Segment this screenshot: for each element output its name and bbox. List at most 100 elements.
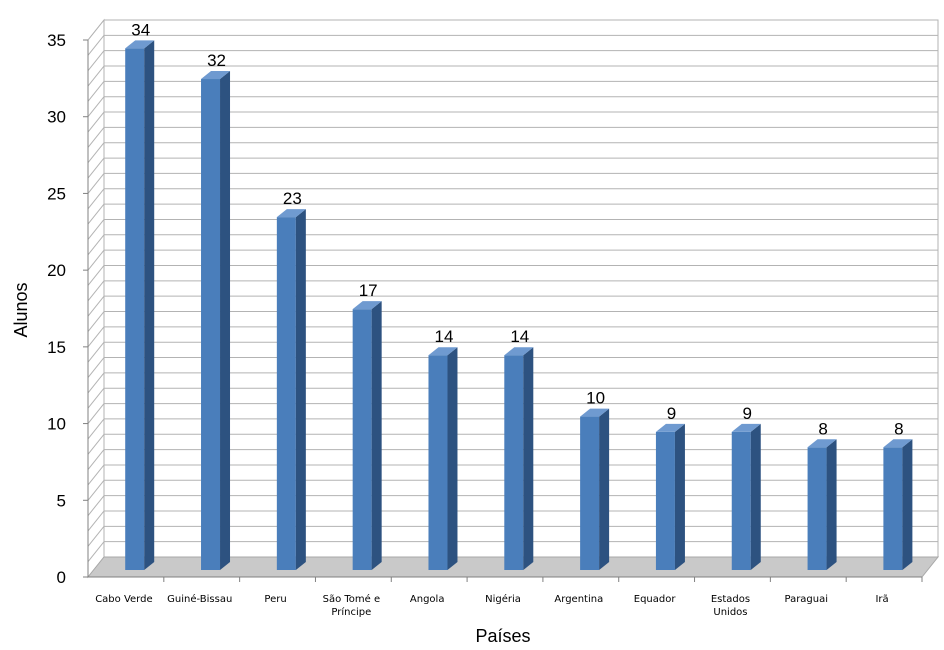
bar-front (580, 416, 600, 570)
y-tick-label: 25 (47, 184, 66, 203)
gridline-side (87, 357, 105, 378)
bar-top (276, 209, 306, 218)
bar-side (447, 347, 458, 570)
x-tick-label-line: Estados (711, 594, 750, 605)
y-tick-label: 30 (47, 108, 66, 127)
y-axis-title: Alunos (11, 282, 31, 337)
data-label: 14 (435, 327, 454, 346)
gridline-side (87, 479, 105, 501)
gridline-side (87, 203, 105, 225)
x-tick-label: Paraguai (784, 594, 828, 605)
data-label: 8 (894, 419, 903, 438)
gridline-side (87, 526, 105, 547)
gridline-side (87, 111, 105, 133)
gridline-side (87, 96, 105, 118)
x-tick-label: Guiné-Bissau (167, 593, 232, 605)
gridline-side (87, 35, 105, 56)
bar-top (580, 408, 610, 417)
x-tick-label-line: Guiné-Bissau (167, 593, 232, 605)
bar-top (731, 423, 761, 432)
gridline-side (87, 418, 105, 440)
bar-side (220, 71, 231, 571)
gridline-side (87, 219, 105, 240)
x-tick-label-line: Paraguai (784, 594, 828, 605)
bar-top (428, 347, 458, 356)
bar-top (504, 347, 534, 356)
y-axis-ticks: 0 5 10 15 20 25 30 35 (47, 31, 88, 587)
gridline-side (87, 295, 105, 317)
gridline-side (87, 449, 105, 470)
bar-side (295, 209, 306, 570)
x-tick-label: Equador (634, 594, 677, 605)
data-labels: 34 32 23 17 14 14 10 9 9 8 8 (131, 20, 903, 438)
bar-side (826, 439, 837, 570)
x-tick-label: Argentina (554, 594, 603, 605)
x-tick-label-line: Irã (875, 594, 888, 605)
bar-front (352, 309, 372, 570)
gridline-side (87, 311, 105, 332)
gridline-side (87, 81, 105, 102)
gridline-side (87, 50, 105, 71)
gridline-side (87, 157, 105, 179)
bar-front (428, 355, 448, 570)
gridline-side (87, 19, 105, 41)
y-tick-label: 15 (47, 338, 66, 357)
bar-top (201, 71, 231, 80)
data-label: 14 (510, 327, 529, 346)
x-tick-label-line: Angola (410, 594, 445, 605)
bar-side (144, 40, 155, 571)
bar-front (201, 79, 221, 571)
data-label: 17 (359, 281, 378, 300)
y-tick-label: 0 (57, 568, 66, 587)
data-label: 23 (283, 189, 302, 208)
x-tick-label: Nigéria (485, 593, 521, 605)
bar-side (902, 439, 913, 570)
bar-front (504, 355, 524, 570)
data-label: 10 (586, 389, 605, 408)
bar-front (125, 48, 145, 571)
bar-front (883, 447, 903, 570)
bar-front (276, 217, 296, 570)
gridline-side (87, 188, 105, 210)
y-tick-label: 35 (47, 31, 66, 50)
gridline-side (87, 403, 105, 424)
x-tick-label: Angola (410, 594, 445, 605)
gridline-side (87, 326, 105, 348)
gridline-side (87, 387, 105, 409)
bar-top (807, 439, 837, 448)
y-tick-label: 5 (57, 491, 66, 510)
x-tick-label-line: Unidos (713, 607, 747, 618)
bar-side (750, 423, 761, 570)
x-axis-title: Países (475, 626, 530, 646)
bar-front (807, 447, 827, 570)
bar-top (883, 439, 913, 448)
x-tick-label-line: São Tomé e (323, 593, 381, 605)
x-tick-label-line: Equador (634, 594, 677, 605)
gridline-side (87, 65, 105, 87)
data-label: 32 (207, 51, 226, 70)
gridline-side (87, 372, 105, 394)
bar-top (125, 40, 155, 49)
x-tick-label-line: Nigéria (485, 593, 521, 605)
x-tick-label-line: Argentina (554, 594, 603, 605)
data-label: 9 (743, 404, 752, 423)
bar-side (371, 301, 382, 570)
data-label: 9 (667, 404, 676, 423)
x-tick-label: Cabo Verde (95, 594, 152, 605)
y-tick-label: 20 (47, 261, 66, 280)
bar-side (523, 347, 534, 570)
gridline-side (87, 464, 105, 486)
x-axis-categories: Cabo Verde Guiné-Bissau Peru São Tomé e Prín… (95, 577, 923, 618)
bar-top (655, 423, 685, 432)
bar-side (674, 423, 685, 570)
gridline-side (87, 510, 105, 532)
bar-side (599, 408, 610, 570)
gridline-side (87, 495, 105, 516)
gridline-side (87, 142, 105, 164)
gridline-side (87, 341, 105, 363)
x-tick-label-line: Príncipe (331, 606, 371, 618)
gridline-side (87, 173, 105, 194)
x-tick-label: São Tomé e Príncipe (323, 593, 381, 618)
gridline-side (87, 249, 105, 271)
